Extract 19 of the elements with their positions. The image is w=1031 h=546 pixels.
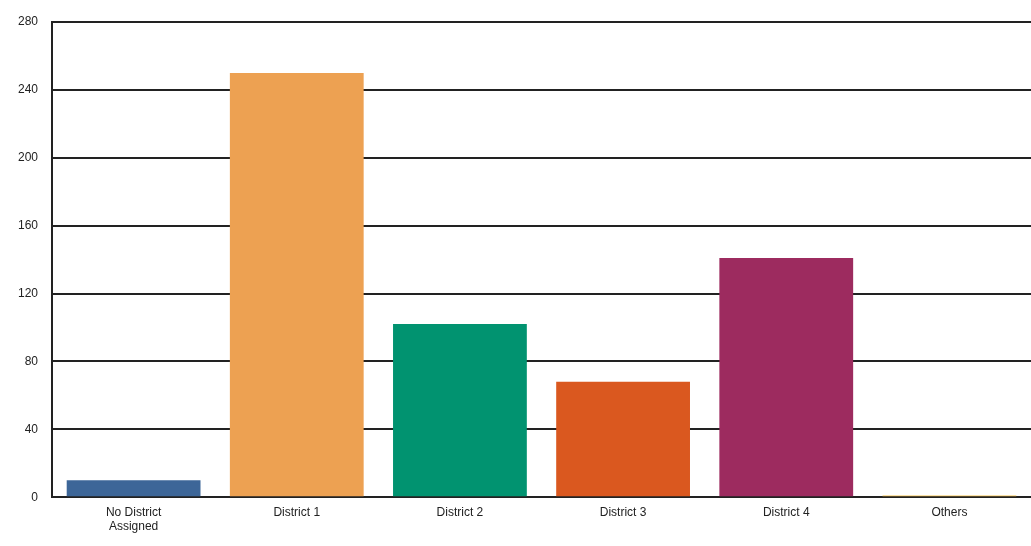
y-tick-label: 200 xyxy=(17,150,39,165)
y-tick-label: 0 xyxy=(31,489,39,504)
bar xyxy=(229,72,364,497)
x-tick-label: Others xyxy=(931,504,968,519)
y-tick-label: 120 xyxy=(17,285,39,300)
bar xyxy=(66,480,201,497)
x-tick-label: District 4 xyxy=(762,504,810,519)
y-tick-label: 280 xyxy=(17,14,39,29)
y-tick-label: 160 xyxy=(17,217,39,232)
bar xyxy=(556,381,690,497)
x-tick-label: District 3 xyxy=(599,504,647,519)
bar xyxy=(719,257,854,497)
y-tick-label: 240 xyxy=(17,82,39,97)
x-tick-label: District 1 xyxy=(273,504,321,519)
x-tick-label: No District Assigned xyxy=(105,504,162,534)
bar xyxy=(393,324,527,497)
y-tick-label: 80 xyxy=(24,353,39,368)
y-tick-label: 40 xyxy=(24,421,39,436)
x-tick-label: District 2 xyxy=(436,504,484,519)
